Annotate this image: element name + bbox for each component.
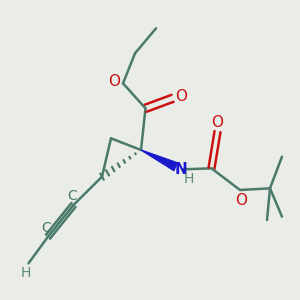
Text: O: O (108, 74, 120, 89)
Text: H: H (20, 266, 31, 280)
Text: O: O (212, 115, 224, 130)
Text: O: O (236, 193, 247, 208)
Text: N: N (175, 162, 187, 177)
Text: C: C (68, 189, 77, 203)
Text: O: O (175, 89, 187, 104)
Text: H: H (184, 172, 194, 186)
Polygon shape (141, 150, 177, 171)
Text: C: C (42, 221, 51, 235)
